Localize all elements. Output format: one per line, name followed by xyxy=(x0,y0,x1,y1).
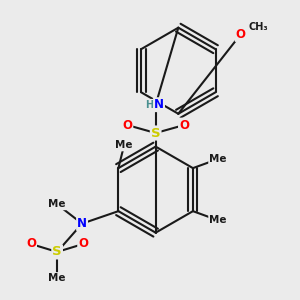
Text: H: H xyxy=(145,100,153,110)
Text: Me: Me xyxy=(48,200,66,209)
Text: S: S xyxy=(52,245,62,258)
Text: O: O xyxy=(236,28,246,41)
Text: CH₃: CH₃ xyxy=(249,22,268,32)
Text: Me: Me xyxy=(48,273,66,283)
Text: Me: Me xyxy=(209,215,226,225)
Text: Me: Me xyxy=(209,154,226,164)
Text: Me: Me xyxy=(115,140,133,151)
Text: O: O xyxy=(122,118,132,132)
Text: N: N xyxy=(154,98,164,111)
Text: O: O xyxy=(179,118,189,132)
Text: O: O xyxy=(78,238,88,250)
Text: O: O xyxy=(26,238,36,250)
Text: N: N xyxy=(77,217,87,230)
Text: S: S xyxy=(151,127,160,140)
